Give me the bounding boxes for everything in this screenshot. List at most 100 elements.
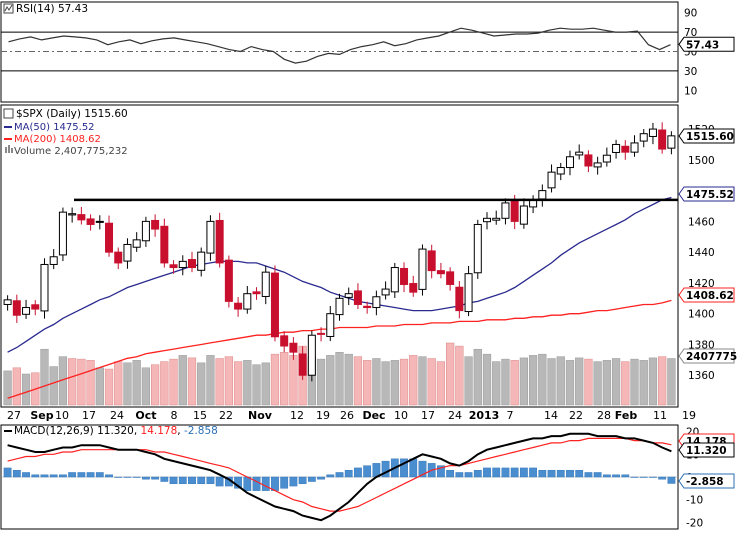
candle-up bbox=[261, 271, 270, 297]
candle-up bbox=[593, 162, 602, 168]
candle-up bbox=[178, 260, 187, 269]
macd-histogram bbox=[3, 458, 676, 491]
macd-histogram-bar bbox=[621, 474, 630, 478]
candle-up bbox=[22, 307, 31, 315]
macd-histogram-bar bbox=[519, 467, 528, 478]
macd-histogram-bar bbox=[132, 476, 141, 478]
volume-bar bbox=[150, 364, 160, 406]
macd-histogram-bar bbox=[31, 474, 40, 478]
volume-bar bbox=[114, 361, 123, 406]
volume-bar bbox=[270, 353, 280, 406]
candle-up bbox=[501, 202, 510, 219]
macd-histogram-bar bbox=[492, 467, 501, 478]
macd-histogram-bar bbox=[142, 476, 150, 480]
macd-histogram-bar bbox=[566, 469, 574, 478]
candle-up bbox=[243, 293, 252, 310]
price-value-tag: 1515.60 bbox=[686, 131, 734, 143]
x-tick-label: 11 bbox=[653, 409, 667, 422]
volume-bar bbox=[648, 357, 658, 406]
macd-histogram-bar bbox=[261, 476, 270, 491]
x-tick-label: 12 bbox=[290, 409, 304, 422]
macd-histogram-bar bbox=[22, 472, 30, 478]
x-tick-label: 17 bbox=[421, 409, 435, 422]
candle-up bbox=[483, 217, 492, 223]
price-tick-label: 1500 bbox=[688, 155, 715, 167]
macd-histogram-bar bbox=[326, 474, 335, 478]
volume-bar bbox=[316, 358, 326, 406]
volume-bar bbox=[233, 361, 243, 406]
volume-bar bbox=[510, 360, 519, 406]
x-tick-label: 10 bbox=[55, 409, 69, 422]
macd-histogram-bar bbox=[243, 476, 252, 491]
candle-up bbox=[492, 217, 501, 221]
volume-bar bbox=[363, 360, 372, 406]
macd-histogram-bar bbox=[510, 467, 519, 478]
volume-bar bbox=[409, 355, 418, 406]
volume-bar bbox=[556, 356, 565, 406]
candle-down bbox=[114, 251, 123, 264]
volume-bar bbox=[630, 358, 639, 406]
macd-histogram-bar bbox=[354, 467, 362, 478]
macd-label: MACD(12,26,9) 11.320, 14.178, -2.858 bbox=[14, 425, 218, 437]
price-label: $SPX (Daily) 1515.60 bbox=[16, 108, 128, 120]
volume-bar bbox=[547, 358, 556, 406]
volume-bar bbox=[215, 358, 224, 406]
volume-bar bbox=[658, 356, 667, 406]
candle-down bbox=[409, 283, 418, 293]
macd-histogram-bar bbox=[612, 474, 620, 478]
macd-hist-tag: -2.858 bbox=[686, 476, 724, 488]
candle-up bbox=[473, 223, 482, 274]
candle-up bbox=[547, 171, 556, 189]
macd-histogram-bar bbox=[630, 476, 639, 478]
macd-histogram-bar bbox=[501, 467, 510, 478]
volume-bar bbox=[123, 362, 132, 406]
candle-up bbox=[648, 128, 657, 137]
candle-up bbox=[132, 239, 141, 248]
macd-histogram-bar bbox=[280, 476, 289, 489]
candle-up bbox=[335, 297, 344, 316]
x-tick-label: 22 bbox=[569, 409, 583, 422]
x-tick-label: Feb bbox=[615, 409, 638, 422]
macd-histogram-bar bbox=[307, 476, 316, 482]
macd-histogram-bar bbox=[556, 469, 565, 478]
volume-bar bbox=[77, 358, 86, 406]
price-tick-label: 1380 bbox=[688, 339, 715, 351]
volume-bar bbox=[335, 352, 344, 406]
macd-tick-label: -10 bbox=[686, 495, 703, 507]
candle-down bbox=[187, 259, 196, 269]
candle-down bbox=[151, 219, 160, 230]
volume-bar bbox=[501, 358, 510, 406]
volume-bar bbox=[575, 357, 584, 406]
candle-down bbox=[215, 219, 224, 264]
candle-up bbox=[123, 243, 132, 262]
macd-histogram-bar bbox=[12, 469, 21, 478]
macd-histogram-bar bbox=[86, 472, 95, 478]
candle-down bbox=[584, 154, 593, 167]
volume-bar bbox=[381, 361, 390, 406]
macd-histogram-bar bbox=[658, 476, 667, 480]
candle-up bbox=[464, 273, 473, 313]
ma50-legend: MA(50) 1475.52 bbox=[14, 122, 95, 133]
macd-histogram-bar bbox=[298, 476, 307, 485]
macd-histogram-bar bbox=[667, 476, 676, 484]
candle-down bbox=[234, 302, 243, 310]
macd-histogram-bar bbox=[437, 465, 445, 478]
macd-histogram-bar bbox=[49, 474, 58, 478]
volume-bar bbox=[187, 357, 197, 406]
candle-down bbox=[289, 342, 298, 353]
volume-bar bbox=[40, 348, 49, 406]
x-tick-label: 8 bbox=[171, 409, 178, 422]
candle-down bbox=[436, 270, 445, 275]
macd-line bbox=[7, 432, 672, 522]
candle-up bbox=[556, 167, 565, 175]
macd-histogram-bar bbox=[188, 476, 196, 485]
x-tick-label: 22 bbox=[219, 409, 233, 422]
candle-down bbox=[77, 214, 86, 221]
x-tick-label: Dec bbox=[362, 409, 385, 422]
candle-up bbox=[602, 154, 611, 163]
candle-up bbox=[372, 296, 381, 309]
volume-bar bbox=[519, 357, 529, 406]
macd-histogram-bar bbox=[206, 476, 215, 485]
